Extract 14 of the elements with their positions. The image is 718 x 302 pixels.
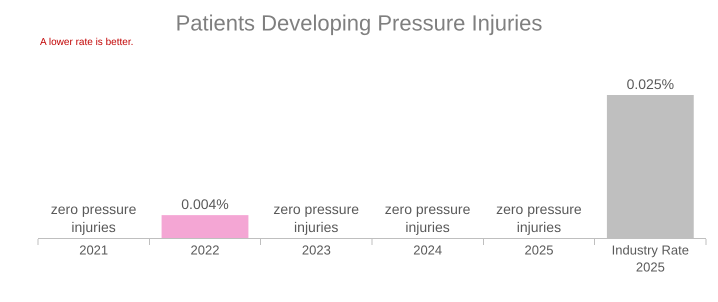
data-label: zero pressure injuries xyxy=(50,200,137,235)
chart-title: Patients Developing Pressure Injuries xyxy=(176,10,542,36)
data-label: 0.025% xyxy=(626,76,674,92)
data-label: 0.004% xyxy=(181,196,229,212)
data-label: zero pressure injuries xyxy=(496,200,582,235)
x-tick-label: 2022 xyxy=(190,242,220,258)
x-tick-label: 2023 xyxy=(302,242,331,258)
x-tick-label: 2021 xyxy=(79,242,108,258)
x-tick-label: 2025 xyxy=(524,242,554,258)
text: A lower rate is better. xyxy=(40,37,134,48)
x-tick-label: 2024 xyxy=(413,242,442,258)
x-tick-label: Industry Rate 2025 xyxy=(612,242,689,274)
data-label: zero pressure injuries xyxy=(384,200,471,235)
data-label: zero pressure injuries xyxy=(273,200,360,235)
